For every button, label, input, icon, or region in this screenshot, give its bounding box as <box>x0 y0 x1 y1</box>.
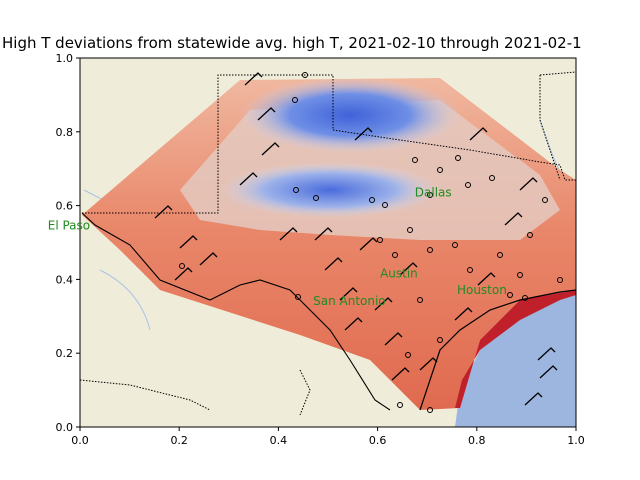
wind-barb <box>374 297 393 311</box>
x-tick-label: 0.4 <box>270 434 288 447</box>
station-marker <box>542 197 548 203</box>
gulf-water <box>455 290 576 427</box>
station-marker <box>507 292 513 298</box>
station-marker <box>293 187 299 193</box>
x-tick-label: 1.0 <box>567 434 585 447</box>
station-marker <box>405 352 411 358</box>
station-marker <box>467 267 473 273</box>
hot-coast-strip <box>455 290 576 408</box>
station-marker <box>557 277 563 283</box>
stations <box>154 72 563 413</box>
station-marker <box>377 237 383 243</box>
wind-barb <box>469 127 488 141</box>
wind-barb <box>539 365 558 379</box>
wind-barb <box>179 235 198 249</box>
y-tick-label: 1.0 <box>56 52 74 65</box>
city-label: El Paso <box>48 219 90 233</box>
x-tick-label: 0.0 <box>71 434 89 447</box>
wind-barb <box>524 392 543 406</box>
station-marker <box>407 227 413 233</box>
station-marker <box>497 252 503 258</box>
wind-barb <box>239 172 258 186</box>
plot-frame <box>79 57 577 428</box>
wind-barb <box>359 237 378 251</box>
wind-barb <box>154 205 173 219</box>
station-marker <box>369 197 375 203</box>
station-marker <box>527 232 533 238</box>
x-ticks: 0.0 0.2 0.4 0.6 0.8 1.0 <box>71 427 585 447</box>
wind-barb <box>537 347 556 361</box>
wind-barb <box>279 227 298 241</box>
station-marker <box>489 175 495 181</box>
station-marker <box>522 295 528 301</box>
station-marker <box>427 247 433 253</box>
wind-barb <box>257 107 276 121</box>
x-tick-label: 0.8 <box>468 434 486 447</box>
station-marker <box>417 297 423 303</box>
coastline <box>419 289 576 411</box>
wind-barb <box>324 257 343 271</box>
y-tick-label: 0.8 <box>56 126 74 139</box>
city-label: Houston <box>457 283 507 297</box>
city-label: Dallas <box>415 185 452 199</box>
wind-barb <box>244 72 263 86</box>
station-marker <box>302 72 308 78</box>
station-marker <box>437 337 443 343</box>
city-label: San Antonio <box>313 294 386 308</box>
wind-barb <box>261 142 280 156</box>
wind-barb <box>344 317 363 331</box>
wind-barb <box>419 357 438 371</box>
station-marker <box>382 202 388 208</box>
wind-barb <box>454 307 473 321</box>
station-marker <box>179 263 185 269</box>
station-marker <box>517 272 523 278</box>
y-tick-label: 0.2 <box>56 347 74 360</box>
station-marker <box>397 402 403 408</box>
station-marker <box>452 242 458 248</box>
wind-barb <box>174 267 193 281</box>
city-label: Austin <box>380 267 418 281</box>
river-rio <box>99 269 151 331</box>
wind-barb <box>199 252 218 266</box>
chart-title: High T deviations from statewide avg. hi… <box>2 34 582 52</box>
wind-barb <box>519 177 538 191</box>
basemap <box>80 58 576 427</box>
y-tick-label: 0.4 <box>56 273 74 286</box>
country-border <box>299 369 311 416</box>
x-tick-label: 0.2 <box>170 434 188 447</box>
station-marker <box>455 155 461 161</box>
station-marker <box>292 97 298 103</box>
station-marker <box>412 157 418 163</box>
state-border <box>539 75 561 181</box>
wind-barb <box>314 227 333 241</box>
wind-barb <box>504 212 523 226</box>
y-tick-label: 0.6 <box>56 200 74 213</box>
wind-barb <box>354 127 373 141</box>
station-marker <box>392 252 398 258</box>
wind-barb <box>339 287 358 301</box>
y-tick-label: 0.0 <box>56 421 74 434</box>
state-border <box>539 71 576 76</box>
station-marker <box>427 192 433 198</box>
state-border <box>81 212 391 411</box>
station-marker <box>465 182 471 188</box>
axes: 0.0 0.2 0.4 0.6 0.8 1.0 0.0 0.2 0.4 0.6 0.8 1.0 <box>56 52 585 447</box>
x-tick-label: 0.6 <box>369 434 387 447</box>
wind-barb <box>384 332 403 346</box>
state-border <box>82 74 576 214</box>
city-labels: El Paso Dallas Austin San Antonio Houston <box>48 185 507 308</box>
station-marker <box>437 167 443 173</box>
station-marker <box>295 294 301 300</box>
station-marker <box>427 407 433 413</box>
station-marker <box>313 195 319 201</box>
cold-core-central <box>220 162 440 218</box>
wind-barb <box>391 367 410 381</box>
y-ticks: 0.0 0.2 0.4 0.6 0.8 1.0 <box>56 52 80 434</box>
cold-core-north <box>240 77 460 153</box>
wind-barb <box>477 272 496 286</box>
country-border <box>80 379 211 411</box>
wind-barb <box>399 262 418 276</box>
